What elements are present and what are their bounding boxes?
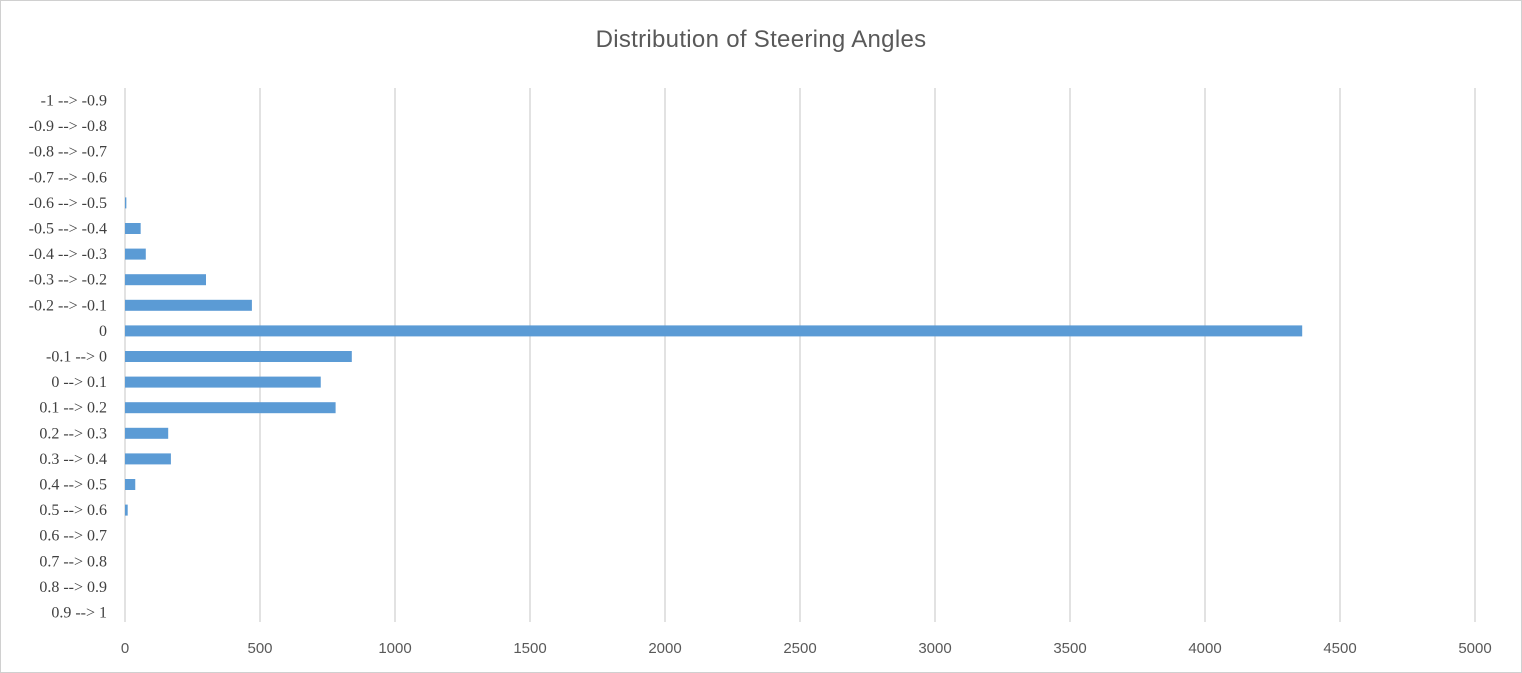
category-label: 0.3 --> 0.4 bbox=[39, 451, 107, 468]
category-label: -1 --> -0.9 bbox=[41, 93, 107, 110]
x-tick-label: 0 bbox=[121, 640, 129, 657]
category-label: 0 bbox=[99, 323, 107, 340]
category-label: -0.7 --> -0.6 bbox=[29, 169, 107, 186]
category-label: -0.5 --> -0.4 bbox=[29, 221, 107, 238]
category-label: 0.5 --> 0.6 bbox=[39, 502, 107, 519]
category-label: 0 --> 0.1 bbox=[51, 374, 107, 391]
category-label: 0.2 --> 0.3 bbox=[39, 425, 107, 442]
category-label: -0.6 --> -0.5 bbox=[29, 195, 107, 212]
bar bbox=[125, 351, 352, 362]
category-label: 0.1 --> 0.2 bbox=[39, 400, 107, 417]
bar bbox=[125, 197, 127, 209]
category-label: -0.3 --> -0.2 bbox=[29, 272, 107, 289]
category-label: 0.9 --> 1 bbox=[51, 605, 107, 622]
x-tick-label: 1500 bbox=[513, 640, 546, 657]
x-tick-label: 2000 bbox=[648, 640, 681, 657]
bar bbox=[125, 453, 171, 465]
x-tick-label: 500 bbox=[247, 640, 272, 657]
x-tick-label: 3500 bbox=[1053, 640, 1086, 657]
bar bbox=[125, 504, 128, 516]
category-label: 0.4 --> 0.5 bbox=[39, 477, 107, 494]
gridlines bbox=[124, 88, 1476, 622]
bar bbox=[125, 274, 206, 286]
category-labels: -1 --> -0.9 -0.9 --> -0.8 -0.8 --> -0.7 -0.… bbox=[29, 93, 107, 622]
bar bbox=[125, 248, 146, 260]
bar bbox=[125, 376, 321, 388]
x-tick-labels: 0 500 1000 1500 2000 2500 3000 3500 4000 4500 5000 bbox=[121, 640, 1492, 657]
category-label: -0.9 --> -0.8 bbox=[29, 118, 107, 135]
bar bbox=[125, 299, 252, 311]
category-label: -0.1 --> 0 bbox=[46, 349, 107, 366]
category-label: -0.4 --> -0.3 bbox=[29, 246, 107, 263]
x-tick-label: 1000 bbox=[378, 640, 411, 657]
category-label: 0.6 --> 0.7 bbox=[39, 528, 107, 545]
category-label: -0.8 --> -0.7 bbox=[29, 144, 107, 161]
chart-title: Distribution of Steering Angles bbox=[595, 26, 927, 53]
bar bbox=[125, 402, 336, 414]
bar bbox=[125, 427, 169, 439]
bar bbox=[125, 223, 141, 234]
bar bbox=[125, 325, 1303, 337]
bars bbox=[125, 197, 1303, 516]
x-tick-label: 4000 bbox=[1188, 640, 1221, 657]
x-tick-label: 5000 bbox=[1458, 640, 1491, 657]
x-tick-label: 3000 bbox=[918, 640, 951, 657]
x-tick-label: 2500 bbox=[783, 640, 816, 657]
category-label: 0.8 --> 0.9 bbox=[39, 579, 107, 596]
x-tick-label: 4500 bbox=[1323, 640, 1356, 657]
bar bbox=[125, 479, 136, 490]
category-label: -0.2 --> -0.1 bbox=[29, 297, 107, 314]
category-label: 0.7 --> 0.8 bbox=[39, 553, 107, 570]
